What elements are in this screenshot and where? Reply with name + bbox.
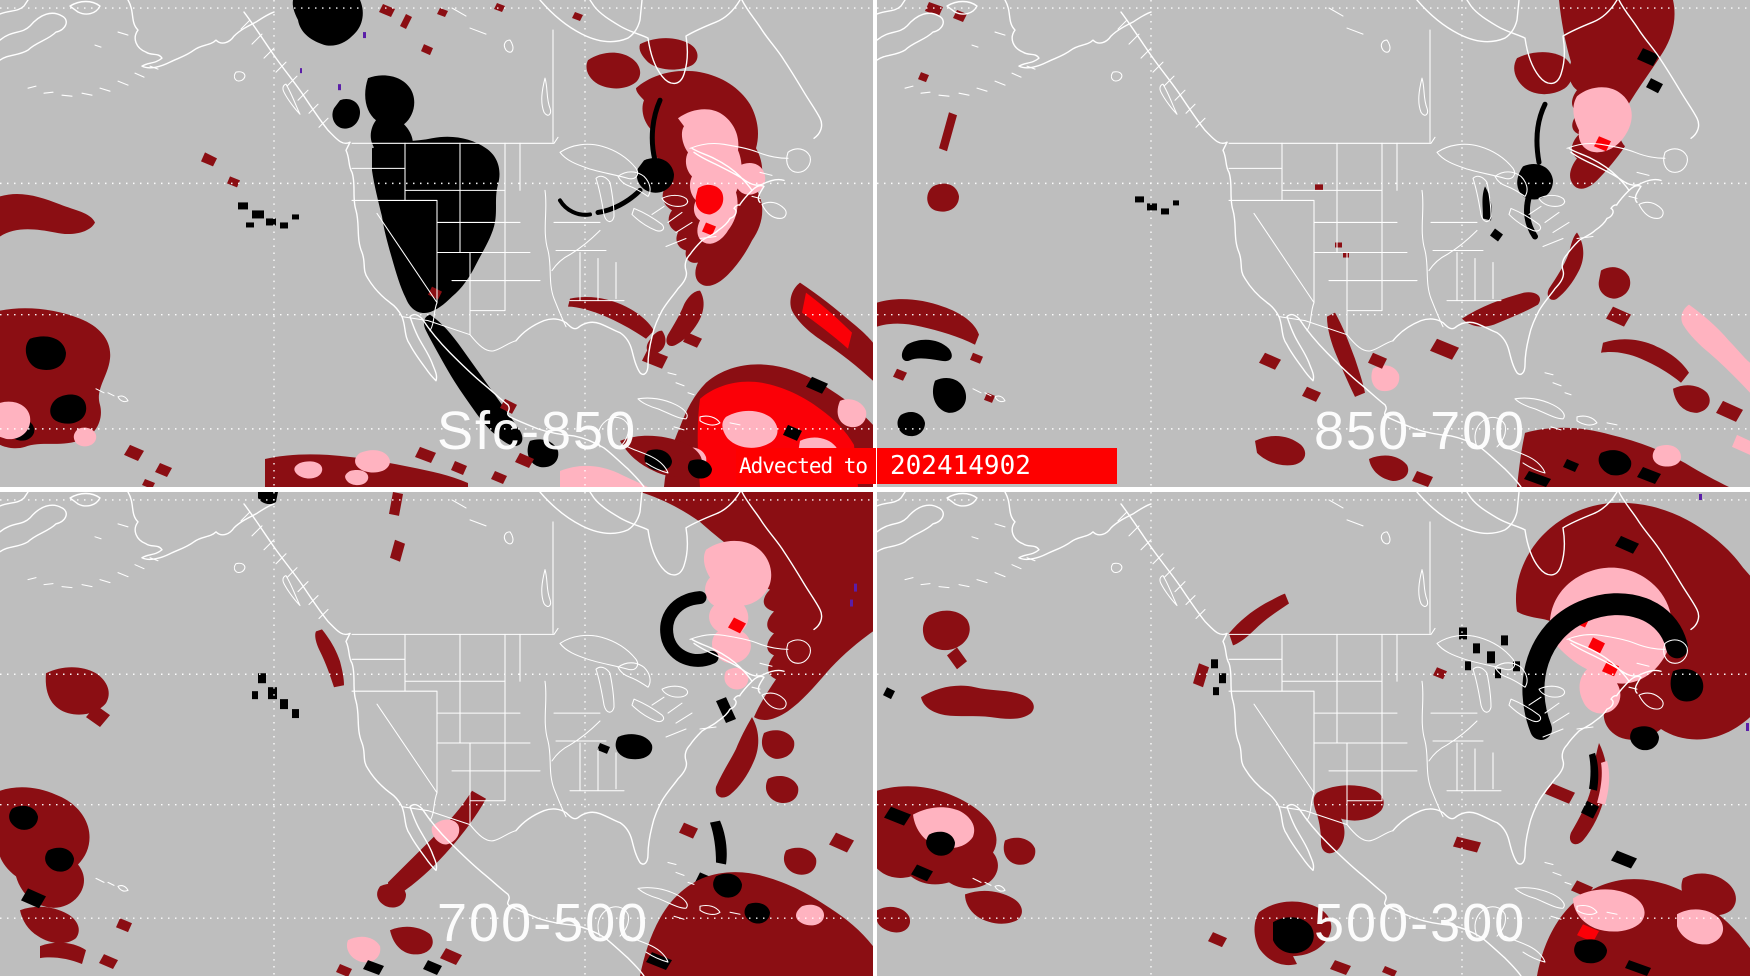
data-layer-500-300 bbox=[877, 493, 1750, 976]
panel-700-500 bbox=[0, 492, 873, 976]
data-layer-700-500 bbox=[0, 492, 873, 976]
panel-label-500-300: 500-300 bbox=[1314, 893, 1527, 953]
panel-500-300 bbox=[877, 492, 1750, 976]
advected-to-text: Advected to bbox=[739, 454, 868, 478]
panel-label-700-500: 700-500 bbox=[437, 893, 650, 953]
panel-sfc-850 bbox=[0, 0, 873, 487]
panel-850-700 bbox=[877, 0, 1750, 487]
panel-label-850-700: 850-700 bbox=[1314, 401, 1527, 461]
advected-to-banner: Advected to bbox=[736, 448, 876, 484]
advection-timestamp-banner: 202414902 bbox=[877, 448, 1117, 484]
panel-label-sfc-850: Sfc-850 bbox=[437, 401, 638, 461]
data-layer-850-700 bbox=[877, 0, 1750, 487]
data-layer-sfc-850 bbox=[0, 0, 873, 487]
advection-timestamp: 202414902 bbox=[890, 451, 1031, 481]
